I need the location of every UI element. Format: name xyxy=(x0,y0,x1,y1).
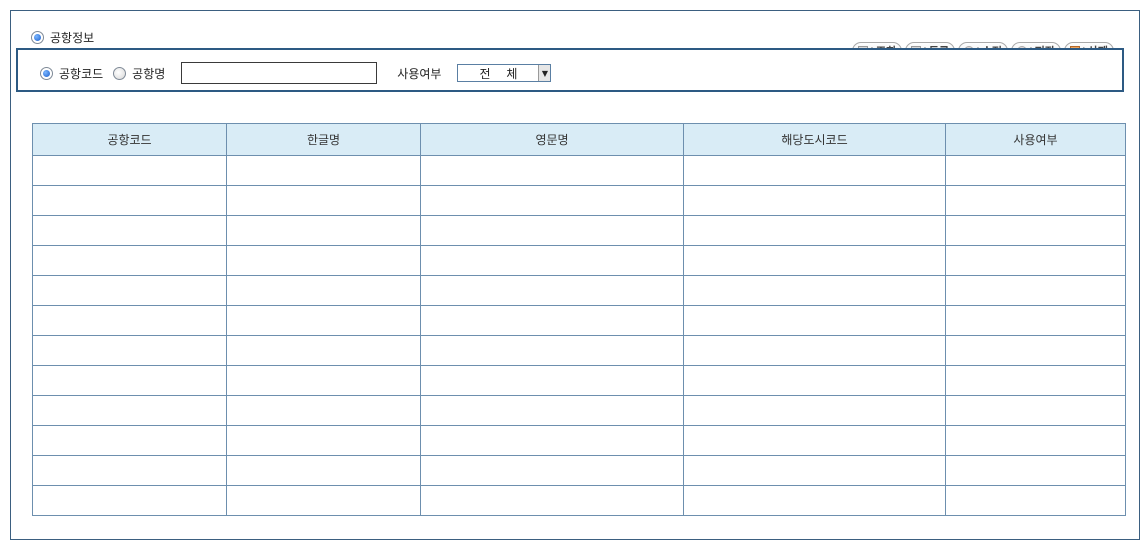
use-status-select-value: 전 체 xyxy=(479,66,524,81)
table-cell[interactable] xyxy=(226,275,421,306)
table-row[interactable] xyxy=(32,335,1126,366)
table-cell[interactable] xyxy=(945,365,1126,396)
table-cell[interactable] xyxy=(683,215,946,246)
table-cell[interactable] xyxy=(226,395,421,426)
table-cell[interactable] xyxy=(32,485,227,516)
table-cell[interactable] xyxy=(32,305,227,336)
table-cell[interactable] xyxy=(32,395,227,426)
table-cell[interactable] xyxy=(420,275,684,306)
table-body xyxy=(32,155,1126,516)
search-input[interactable] xyxy=(181,62,378,84)
section-title: 공항정보 xyxy=(50,31,95,45)
table-cell[interactable] xyxy=(420,395,684,426)
table-row[interactable] xyxy=(32,455,1126,486)
search-controls: 공항코드 공항명 사용여부 전 체 ▼ xyxy=(40,62,552,84)
table-cell[interactable] xyxy=(226,215,421,246)
table-cell[interactable] xyxy=(32,335,227,366)
table-cell[interactable] xyxy=(683,395,946,426)
table-cell[interactable] xyxy=(420,245,684,276)
section-bullet-icon xyxy=(31,31,44,44)
use-status-label: 사용여부 xyxy=(397,66,442,81)
radio-selected-icon[interactable] xyxy=(40,66,53,80)
table-cell[interactable] xyxy=(945,455,1126,486)
chevron-down-icon[interactable]: ▼ xyxy=(538,65,551,81)
radio-unselected-icon[interactable] xyxy=(113,66,127,80)
table-cell[interactable] xyxy=(420,425,684,456)
table-row[interactable] xyxy=(32,215,1126,246)
table-cell[interactable] xyxy=(32,245,227,276)
table-cell[interactable] xyxy=(32,365,227,396)
table-cell[interactable] xyxy=(683,455,946,486)
table-cell[interactable] xyxy=(420,155,684,186)
table-cell[interactable] xyxy=(32,455,227,486)
use-status-select[interactable]: 전 체 ▼ xyxy=(457,64,552,82)
table-cell[interactable] xyxy=(945,335,1126,366)
radio-airport-code[interactable]: 공항코드 xyxy=(40,65,103,82)
table-cell[interactable] xyxy=(683,275,946,306)
table-cell[interactable] xyxy=(683,185,946,216)
table-cell[interactable] xyxy=(226,365,421,396)
column-header-city-code[interactable]: 해당도시코드 xyxy=(683,123,946,156)
table-row[interactable] xyxy=(32,305,1126,336)
table-cell[interactable] xyxy=(945,275,1126,306)
table-cell[interactable] xyxy=(226,455,421,486)
table-cell[interactable] xyxy=(32,215,227,246)
table-cell[interactable] xyxy=(226,305,421,336)
table-row[interactable] xyxy=(32,365,1126,396)
table-cell[interactable] xyxy=(945,155,1126,186)
table-cell[interactable] xyxy=(226,155,421,186)
section-title-row: 공항정보 xyxy=(31,29,94,46)
table-cell[interactable] xyxy=(32,185,227,216)
table-header-row: 공항코드 한글명 영문명 해당도시코드 사용여부 xyxy=(32,123,1126,156)
column-header-korean-name[interactable]: 한글명 xyxy=(226,123,421,156)
table-cell[interactable] xyxy=(226,485,421,516)
table-row[interactable] xyxy=(32,395,1126,426)
table-cell[interactable] xyxy=(32,425,227,456)
table-cell[interactable] xyxy=(420,185,684,216)
table-cell[interactable] xyxy=(420,335,684,366)
radio-airport-code-label: 공항코드 xyxy=(59,66,104,81)
table-row[interactable] xyxy=(32,245,1126,276)
table-cell[interactable] xyxy=(945,425,1126,456)
table-cell[interactable] xyxy=(683,485,946,516)
table-cell[interactable] xyxy=(32,155,227,186)
table-cell[interactable] xyxy=(683,305,946,336)
table-cell[interactable] xyxy=(420,455,684,486)
table-cell[interactable] xyxy=(945,245,1126,276)
table-row[interactable] xyxy=(32,425,1126,456)
table-cell[interactable] xyxy=(32,275,227,306)
table-cell[interactable] xyxy=(683,335,946,366)
column-header-english-name[interactable]: 영문명 xyxy=(420,123,684,156)
table-cell[interactable] xyxy=(420,365,684,396)
table-cell[interactable] xyxy=(226,185,421,216)
table-cell[interactable] xyxy=(945,395,1126,426)
airport-table: 공항코드 한글명 영문명 해당도시코드 사용여부 xyxy=(32,123,1126,516)
table-cell[interactable] xyxy=(226,425,421,456)
table-cell[interactable] xyxy=(945,215,1126,246)
table-cell[interactable] xyxy=(945,185,1126,216)
table-cell[interactable] xyxy=(420,305,684,336)
table-cell[interactable] xyxy=(945,485,1126,516)
table-cell[interactable] xyxy=(226,245,421,276)
column-header-use-status[interactable]: 사용여부 xyxy=(945,123,1126,156)
table-row[interactable] xyxy=(32,485,1126,516)
table-cell[interactable] xyxy=(683,425,946,456)
column-header-airport-code[interactable]: 공항코드 xyxy=(32,123,227,156)
table-row[interactable] xyxy=(32,275,1126,306)
search-panel: 공항코드 공항명 사용여부 전 체 ▼ xyxy=(16,48,1124,92)
table-cell[interactable] xyxy=(420,215,684,246)
table-row[interactable] xyxy=(32,185,1126,216)
table-cell[interactable] xyxy=(945,305,1126,336)
radio-airport-name-label: 공항명 xyxy=(132,66,166,81)
table-cell[interactable] xyxy=(226,335,421,366)
table-cell[interactable] xyxy=(683,155,946,186)
table-row[interactable] xyxy=(32,155,1126,186)
table-cell[interactable] xyxy=(683,365,946,396)
radio-airport-name[interactable]: 공항명 xyxy=(113,65,165,82)
table-cell[interactable] xyxy=(683,245,946,276)
table-cell[interactable] xyxy=(420,485,684,516)
